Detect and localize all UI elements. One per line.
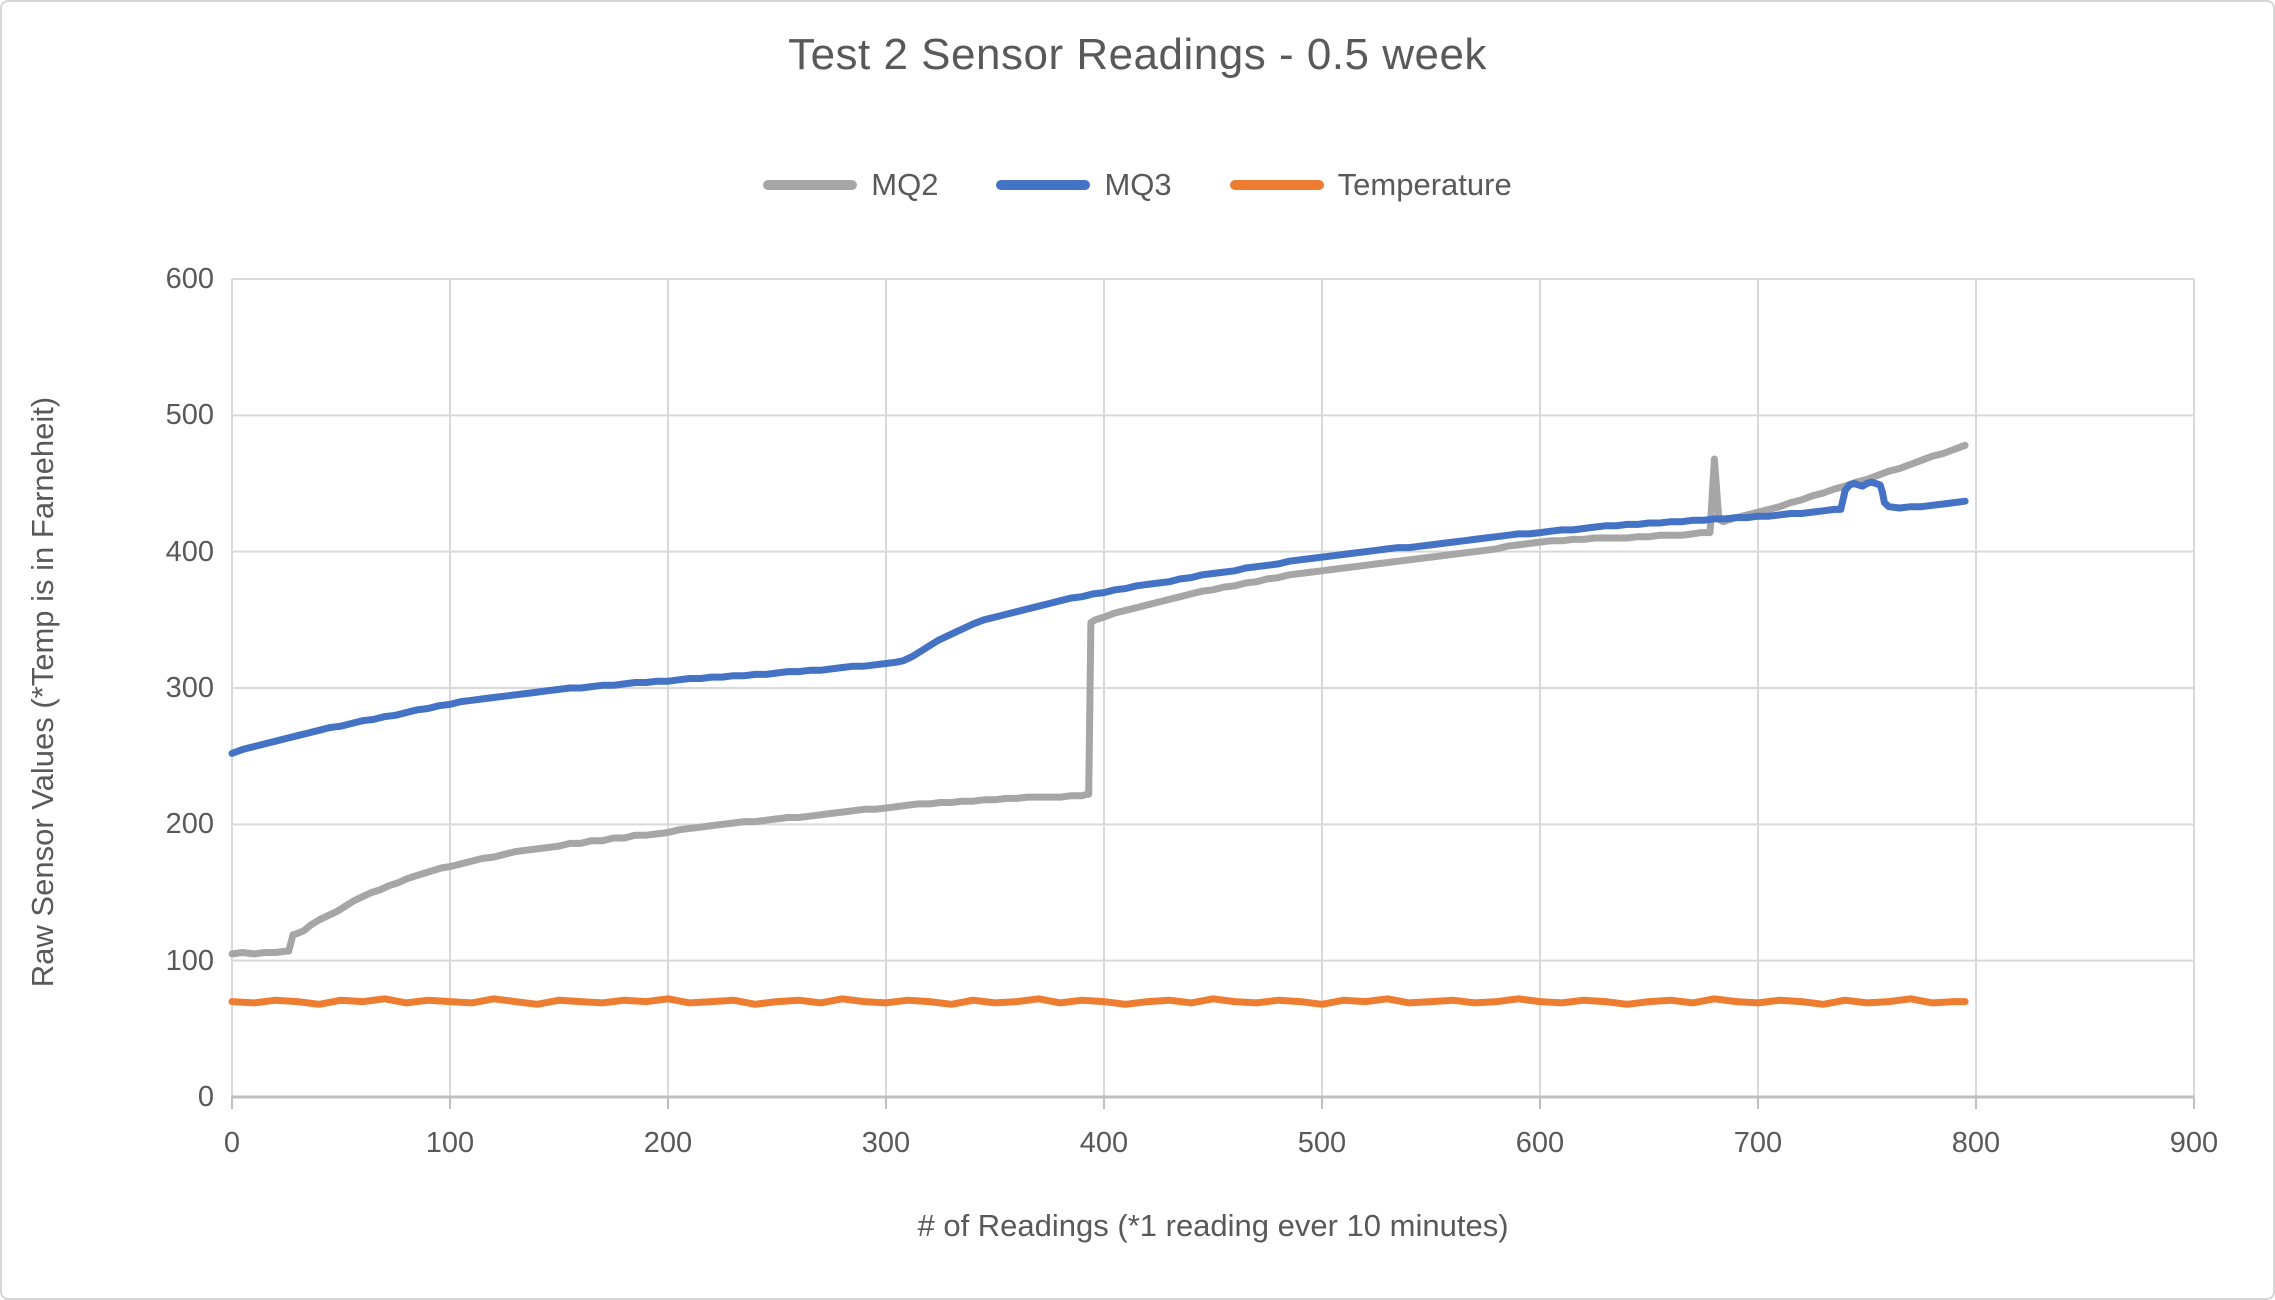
- x-tick-label: 300: [861, 1127, 911, 1159]
- y-tick-label: 100: [165, 944, 214, 977]
- y-tick-label: 400: [165, 535, 214, 568]
- legend-item-mq2[interactable]: MQ2: [763, 167, 938, 203]
- legend-swatch-mq3-icon: [996, 180, 1091, 190]
- y-axis-title: Raw Sensor Values (*Temp is in Farneheit…: [25, 396, 60, 988]
- legend-item-temperature[interactable]: Temperature: [1229, 167, 1512, 203]
- legend-label-mq3: MQ3: [1104, 167, 1172, 202]
- legend-swatch-mq2-icon: [763, 180, 858, 190]
- y-tick-label: 600: [165, 263, 214, 295]
- chart-title: Test 2 Sensor Readings - 0.5 week: [788, 30, 1487, 79]
- series-line-temperature[interactable]: [228, 995, 1969, 1008]
- legend-label-temperature: Temperature: [1337, 167, 1512, 202]
- x-tick-label: 0: [223, 1127, 241, 1159]
- y-tick-label: 300: [165, 672, 214, 704]
- x-tick-label: 900: [2169, 1127, 2219, 1159]
- x-tick-label: 600: [1515, 1127, 1565, 1159]
- x-tick-label: 400: [1079, 1127, 1129, 1159]
- x-tick-label: 800: [1951, 1127, 2001, 1159]
- x-axis-title: # of Readings (*1 reading ever 10 minute…: [917, 1208, 1509, 1243]
- x-tick-label: 200: [643, 1127, 693, 1159]
- y-tick-label: 0: [197, 1081, 214, 1113]
- x-tick-label: 700: [1733, 1127, 1783, 1159]
- legend-swatch-temperature-icon: [1229, 180, 1324, 190]
- legend: MQ2 MQ3 Temperature: [2, 167, 2273, 203]
- y-tick-label: 200: [165, 808, 214, 841]
- x-tick-label: 500: [1297, 1127, 1347, 1159]
- x-tick-label: 100: [425, 1127, 475, 1159]
- legend-item-mq3[interactable]: MQ3: [996, 167, 1172, 203]
- y-tick-label: 500: [165, 399, 214, 432]
- legend-label-mq2: MQ2: [871, 167, 939, 202]
- series-line-mq3[interactable]: [228, 478, 1969, 757]
- series-line-mq2[interactable]: [228, 441, 1969, 958]
